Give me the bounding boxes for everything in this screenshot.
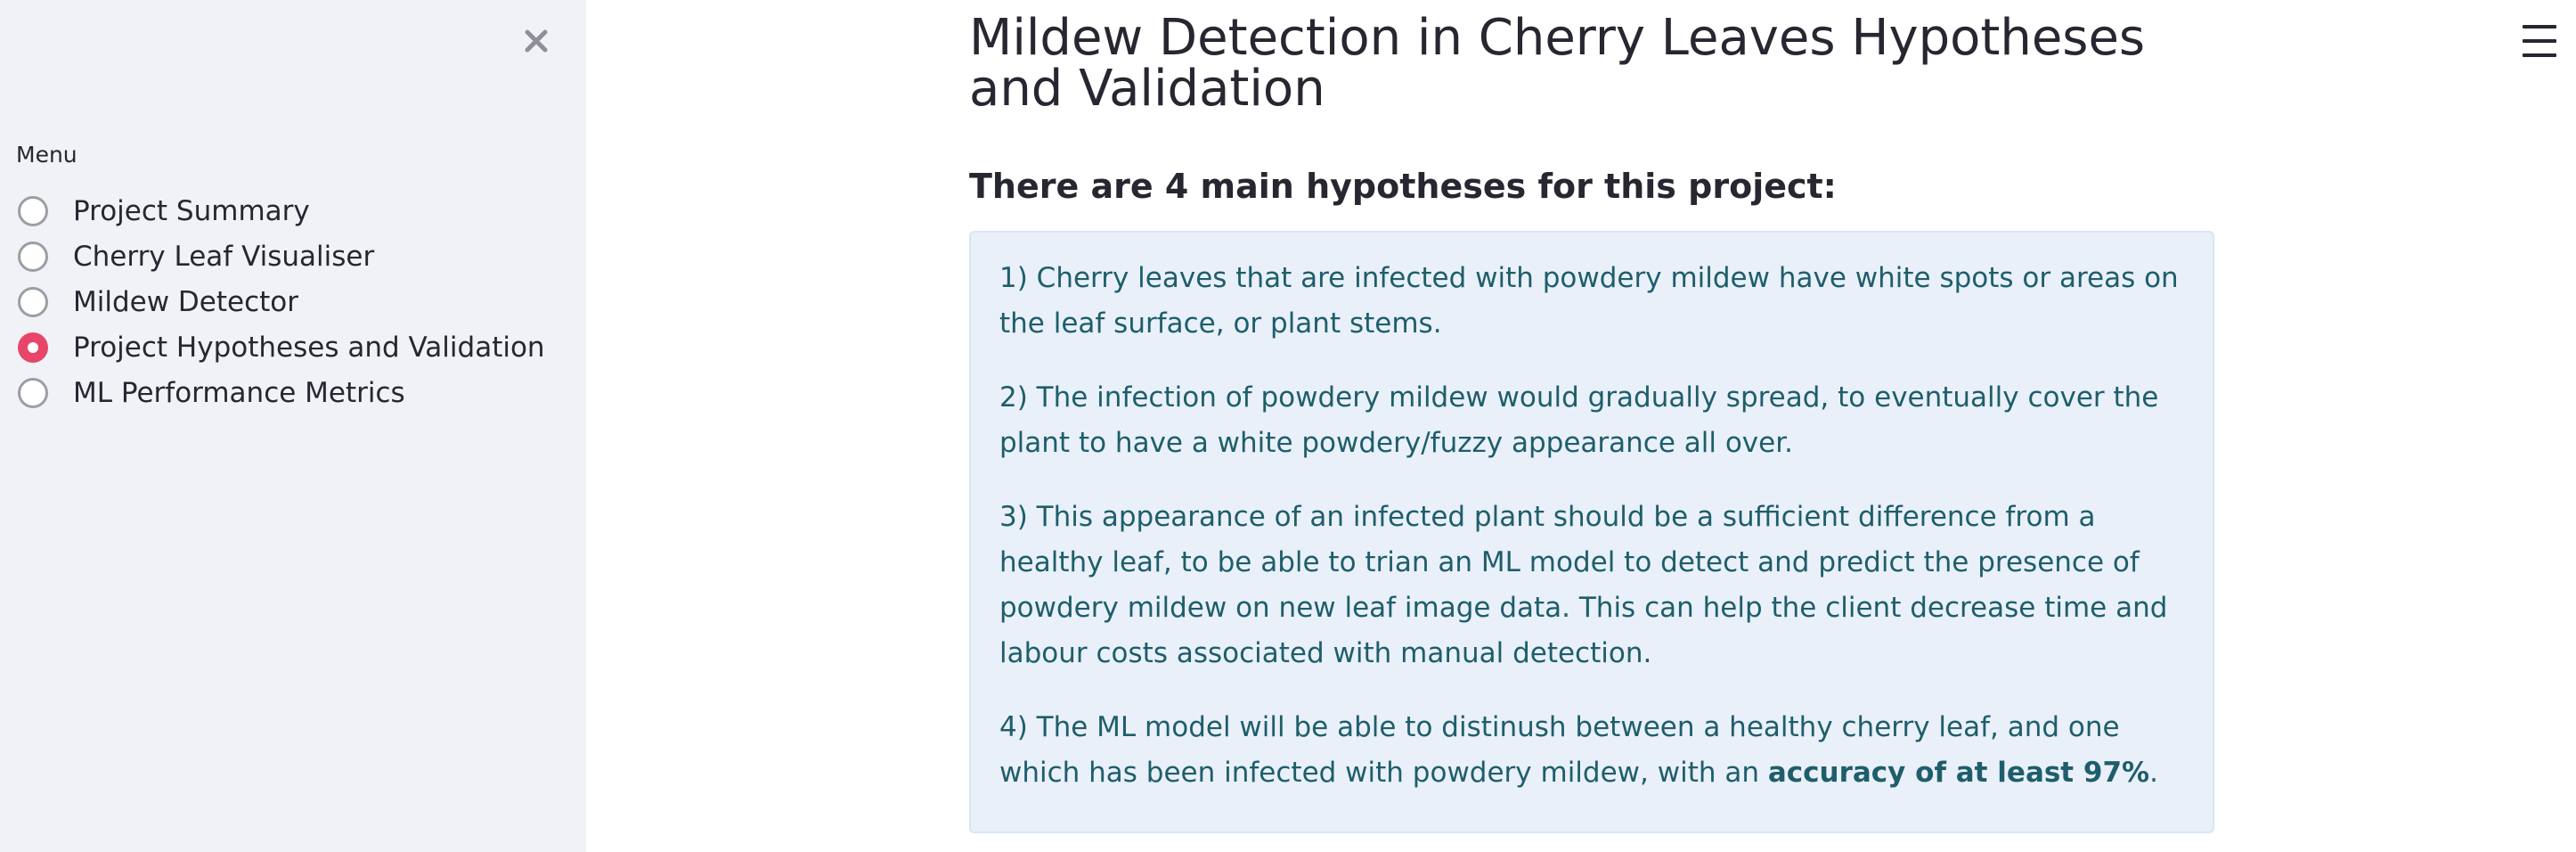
hamburger-line bbox=[2523, 53, 2556, 57]
hamburger-line bbox=[2523, 39, 2556, 43]
close-sidebar-button[interactable] bbox=[518, 23, 554, 59]
radio-label: Mildew Detector bbox=[73, 285, 299, 318]
close-icon bbox=[525, 29, 548, 53]
hypotheses-subheader: There are 4 main hypotheses for this pro… bbox=[969, 167, 1837, 206]
radio-option-project-hypotheses[interactable]: Project Hypotheses and Validation bbox=[18, 324, 545, 370]
radio-option-ml-performance-metrics[interactable]: ML Performance Metrics bbox=[18, 370, 545, 415]
hypothesis-3: 3) This appearance of an infected plant … bbox=[999, 501, 2168, 669]
radio-button[interactable] bbox=[18, 286, 48, 317]
hypotheses-info-box: 1) Cherry leaves that are infected with … bbox=[969, 231, 2214, 833]
radio-option-cherry-leaf-visualiser[interactable]: Cherry Leaf Visualiser bbox=[18, 233, 545, 279]
hypothesis-1: 1) Cherry leaves that are infected with … bbox=[999, 262, 2179, 340]
hamburger-menu-icon[interactable] bbox=[2523, 25, 2556, 57]
radio-button-selected[interactable] bbox=[18, 332, 48, 363]
navigation-radio-group: Project Summary Cherry Leaf Visualiser M… bbox=[18, 188, 545, 415]
radio-label: ML Performance Metrics bbox=[73, 376, 405, 409]
accuracy-target: accuracy of at least 97% bbox=[1767, 757, 2150, 789]
radio-option-mildew-detector[interactable]: Mildew Detector bbox=[18, 279, 545, 324]
radio-label: Cherry Leaf Visualiser bbox=[73, 240, 375, 273]
radio-label: Project Hypotheses and Validation bbox=[73, 331, 545, 364]
sidebar: Menu Project Summary Cherry Leaf Visuali… bbox=[0, 0, 586, 852]
radio-label: Project Summary bbox=[73, 194, 310, 227]
hypothesis-4: 4) The ML model will be able to distinus… bbox=[999, 705, 2184, 796]
menu-label: Menu bbox=[16, 142, 77, 168]
radio-button[interactable] bbox=[18, 241, 48, 272]
page-title: Mildew Detection in Cherry Leaves Hypoth… bbox=[969, 9, 2146, 118]
radio-option-project-summary[interactable]: Project Summary bbox=[18, 188, 545, 233]
radio-button[interactable] bbox=[18, 377, 48, 408]
radio-button[interactable] bbox=[18, 195, 48, 226]
hypothesis-2: 2) The infection of powdery mildew would… bbox=[999, 381, 2159, 459]
hypothesis-4-text: 4) The ML model will be able to distinus… bbox=[999, 711, 2120, 789]
hamburger-line bbox=[2523, 25, 2556, 29]
hypothesis-4-end: . bbox=[2149, 757, 2158, 789]
